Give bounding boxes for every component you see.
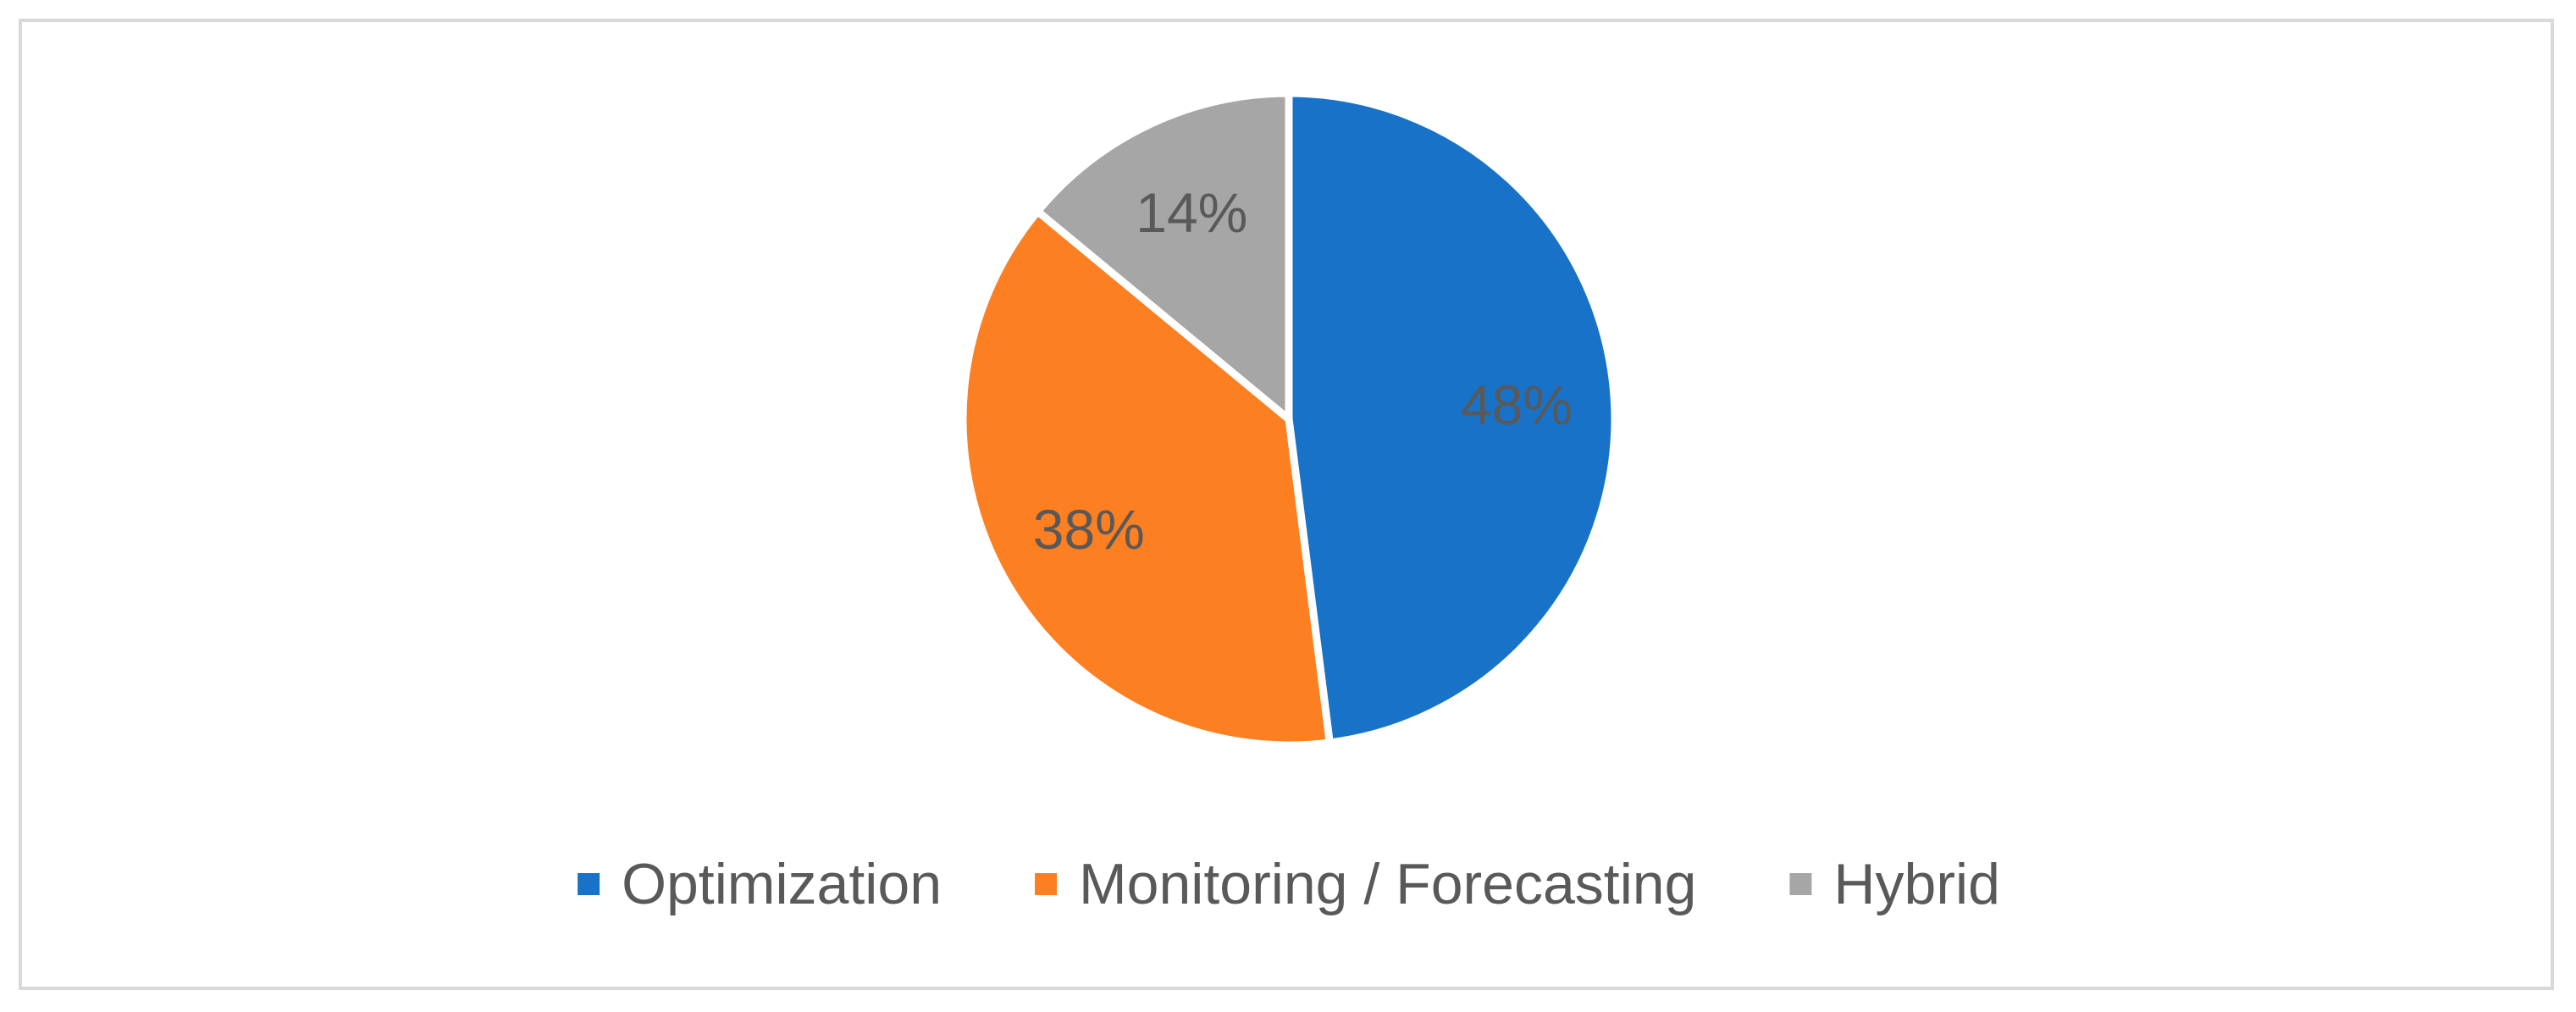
pie-slices	[959, 89, 1619, 749]
legend-label-hybrid: Hybrid	[1833, 852, 2000, 916]
legend-label-optimization: Optimization	[622, 852, 942, 916]
legend-item-hybrid: Hybrid	[1789, 852, 2000, 916]
data-label-optimization: 48%	[1461, 373, 1573, 436]
legend-swatch-optimization	[578, 873, 600, 895]
legend-label-monitoring-forecasting: Monitoring / Forecasting	[1079, 852, 1696, 916]
legend-item-monitoring-forecasting: Monitoring / Forecasting	[1035, 852, 1696, 916]
legend-swatch-monitoring-forecasting	[1035, 873, 1057, 895]
data-label-hybrid: 14%	[1136, 181, 1247, 244]
pie-slice-optimization	[1285, 89, 1619, 747]
pie-slice-monitoring-forecasting	[959, 206, 1335, 749]
chart-legend: Optimization Monitoring / Forecasting Hybr…	[578, 852, 2000, 916]
legend-item-optimization: Optimization	[578, 852, 942, 916]
pie-slice-hybrid	[1032, 89, 1293, 428]
data-label-monitoring-forecasting: 38%	[1033, 498, 1145, 561]
legend-swatch-hybrid	[1789, 873, 1812, 895]
pie-data-labels: 48% 38% 14%	[1033, 181, 1573, 561]
